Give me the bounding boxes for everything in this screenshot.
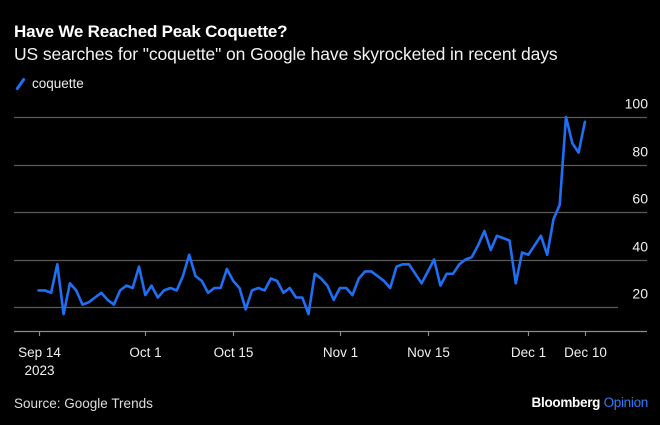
legend-label: coquette [32, 76, 84, 91]
y-tick-label: 100 [625, 96, 649, 112]
brand-main: Bloomberg [531, 395, 601, 410]
y-tick-label: 80 [632, 144, 648, 160]
brand-accent: Opinion [603, 395, 649, 410]
x-tick-label: Nov 1 [323, 345, 358, 360]
source-note: Source: Google Trends [14, 396, 153, 411]
x-tick-label: Dec 1 [511, 345, 546, 360]
x-tick-label: Dec 10 [564, 345, 607, 360]
series-line-coquette [37, 115, 587, 316]
series-layer [37, 115, 587, 316]
x-tick-label: Nov 15 [407, 345, 450, 360]
brand-logo: Bloomberg Opinion [531, 395, 649, 410]
x-tick-label: Oct 1 [129, 345, 161, 360]
gridlines [14, 116, 647, 309]
x-tick-label: Oct 15 [214, 345, 254, 360]
y-tick-label: 40 [632, 239, 648, 255]
x-axis: Sep 14 2023 Oct 1 Oct 15 Nov 1 Nov 15 Dec 1 Dec… [14, 330, 647, 378]
x-tick-sublabel: 2023 [24, 363, 54, 378]
legend: coquette [14, 76, 84, 91]
chart-subtitle: US searches for "coquette" on Google hav… [14, 44, 558, 64]
y-tick-label: 20 [632, 286, 648, 302]
y-tick-label: 60 [632, 191, 648, 207]
chart-title: Have We Reached Peak Coquette? [14, 22, 288, 41]
y-axis-labels: 20 40 60 80 100 [625, 96, 649, 302]
x-tick-label: Sep 14 [18, 345, 61, 360]
